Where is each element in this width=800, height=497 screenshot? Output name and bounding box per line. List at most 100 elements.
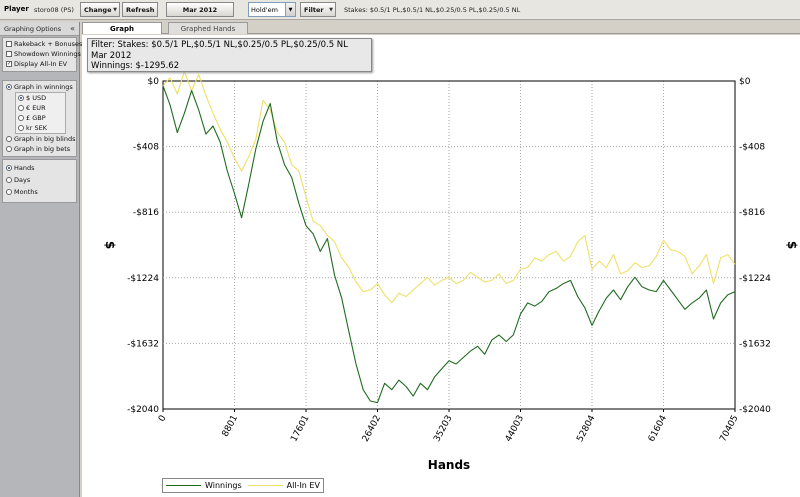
option-label: Rakeback + Bonuses [14, 40, 83, 48]
legend-label: All-In EV [286, 481, 320, 490]
chevron-down-icon[interactable]: ▼ [285, 3, 295, 16]
radio-gbp[interactable] [18, 115, 24, 121]
filter-date: Mar 2012 [91, 50, 132, 61]
radio-usd[interactable] [18, 95, 24, 101]
player-label: Player [4, 5, 29, 13]
currency-label: kr SEK [26, 124, 47, 132]
y-tick-label-left: -$2040 [127, 405, 159, 415]
refresh-button[interactable]: Refresh [122, 2, 158, 17]
x-tick-label: 44003 [504, 414, 526, 444]
checkbox-allin-ev[interactable]: ✓ [6, 61, 12, 67]
currency-label: £ GBP [26, 114, 46, 122]
y-tick-label-left: $0 [148, 77, 160, 87]
winnings-chart: 0 8801 17601 26402 35203 44003 52804 61604 70405… [103, 70, 799, 472]
x-tick-label: 17601 [289, 414, 311, 444]
radio-big-blinds[interactable] [6, 136, 12, 142]
option-label: Days [14, 176, 31, 184]
showdown-option[interactable]: Showdown Winnings [3, 49, 81, 59]
filter-button[interactable]: Filter ▼ [300, 2, 336, 17]
allin-ev-option[interactable]: ✓ Display All-In EV [3, 59, 76, 69]
y-tick-label-left: -$408 [133, 143, 159, 153]
filter-button-label: Filter [304, 5, 324, 14]
tab-label: Graph [110, 24, 134, 33]
date-button[interactable]: Mar 2012 [166, 2, 234, 17]
filter-info-box: Filter: Stakes: $0.5/1 PL,$0.5/1 NL,$0.2… [87, 38, 372, 72]
x-tick-label: 52804 [575, 413, 597, 443]
graph-mode-group: Graph in winnings $ USD € EUR £ GBP kr [2, 80, 77, 157]
y-tick-label-right: -$816 [739, 208, 765, 218]
game-select-value: Hold'em [251, 5, 278, 14]
option-label: Showdown Winnings [14, 50, 81, 58]
option-label: Display All-In EV [14, 60, 68, 68]
chevron-down-icon: ▼ [329, 7, 333, 13]
panel-header: Graphing Options « [0, 22, 79, 36]
chevron-down-icon: ▼ [113, 7, 117, 13]
radio-winnings[interactable] [6, 84, 12, 90]
y-tick-label-right: -$1224 [739, 274, 771, 284]
chart-legend: Winnings All-In EV [162, 478, 324, 493]
collapse-icon[interactable]: « [70, 24, 75, 33]
y-tick-label-right: -$1632 [739, 339, 771, 349]
tab-graph[interactable]: Graph [82, 22, 162, 34]
x-axis-hands-option[interactable]: Hands [3, 162, 76, 174]
player-name: storo08 (PS) [34, 6, 74, 14]
legend-item-allin-ev: All-In EV [247, 481, 320, 490]
options-group: Rakeback + Bonuses Showdown Winnings ✓ D… [2, 37, 82, 72]
currency-gbp[interactable]: £ GBP [16, 113, 65, 123]
x-tick-label: 8801 [221, 414, 241, 439]
radio-months[interactable] [6, 189, 12, 195]
y-tick-label-right: -$408 [739, 143, 765, 153]
tab-bar: Graph Graphed Hands [82, 21, 800, 34]
graph-big-bets-option[interactable]: Graph in big bets [3, 144, 76, 154]
change-button[interactable]: Change ▼ [80, 2, 120, 17]
x-axis-days-option[interactable]: Days [3, 174, 76, 186]
x-tick-label: 0 [157, 413, 169, 423]
game-select[interactable]: Hold'em ▼ [248, 2, 296, 17]
rakeback-option[interactable]: Rakeback + Bonuses [3, 39, 82, 49]
y-tick-label-right: -$2040 [739, 405, 771, 415]
currency-usd[interactable]: $ USD [16, 93, 65, 103]
y-tick-label-left: -$816 [133, 208, 159, 218]
y-tick-label-left: -$1632 [127, 339, 159, 349]
radio-days[interactable] [6, 177, 12, 183]
legend-item-winnings: Winnings [166, 481, 242, 490]
y-axis-label-right: $ [785, 241, 799, 249]
checkbox-showdown[interactable] [6, 51, 12, 57]
currency-label: $ USD [26, 94, 47, 102]
radio-hands[interactable] [6, 165, 12, 171]
option-label: Months [14, 188, 38, 196]
option-label: Hands [14, 164, 35, 172]
option-label: Graph in big bets [14, 145, 71, 153]
series-line-winnings [162, 85, 736, 404]
x-axis-months-option[interactable]: Months [3, 186, 76, 198]
y-tick-label-left: -$1224 [127, 274, 159, 284]
option-label: Graph in winnings [14, 83, 73, 91]
currency-group: $ USD € EUR £ GBP kr SEK [15, 92, 66, 134]
checkbox-rakeback[interactable] [6, 41, 12, 47]
tab-label: Graphed Hands [180, 24, 236, 33]
filter-line: Filter: Stakes: $0.5/1 PL,$0.5/1 NL,$0.2… [91, 40, 348, 50]
graph-winnings-option[interactable]: Graph in winnings [3, 82, 76, 92]
y-tick-label-right: $0 [739, 77, 751, 87]
refresh-button-label: Refresh [126, 5, 155, 14]
x-axis-group: Hands Days Months [2, 159, 77, 203]
graph-big-blinds-option[interactable]: Graph in big blinds [3, 134, 76, 144]
toolbar: Player storo08 (PS) Change ▼ Refresh Mar… [0, 0, 800, 20]
x-tick-label: 26402 [361, 414, 383, 444]
legend-swatch-allin-ev [247, 485, 283, 486]
tab-graphed-hands[interactable]: Graphed Hands [168, 22, 248, 34]
radio-sek[interactable] [18, 125, 24, 131]
currency-eur[interactable]: € EUR [16, 103, 65, 113]
x-tick-label: 70405 [718, 414, 740, 444]
currency-sek[interactable]: kr SEK [16, 123, 65, 133]
series-line-allin-ev [162, 70, 736, 304]
filter-winnings: Winnings: $-1295.62 [91, 61, 180, 71]
radio-eur[interactable] [18, 105, 24, 111]
radio-big-bets[interactable] [6, 146, 12, 152]
legend-label: Winnings [205, 481, 242, 490]
chart-area: 0 8801 17601 26402 35203 44003 52804 61604 70405… [82, 35, 800, 497]
stakes-text: Stakes: $0.5/1 PL,$0.5/1 NL,$0.25/0.5 PL… [344, 6, 521, 14]
legend-swatch-winnings [166, 485, 201, 486]
x-axis-label: Hands [428, 458, 470, 472]
